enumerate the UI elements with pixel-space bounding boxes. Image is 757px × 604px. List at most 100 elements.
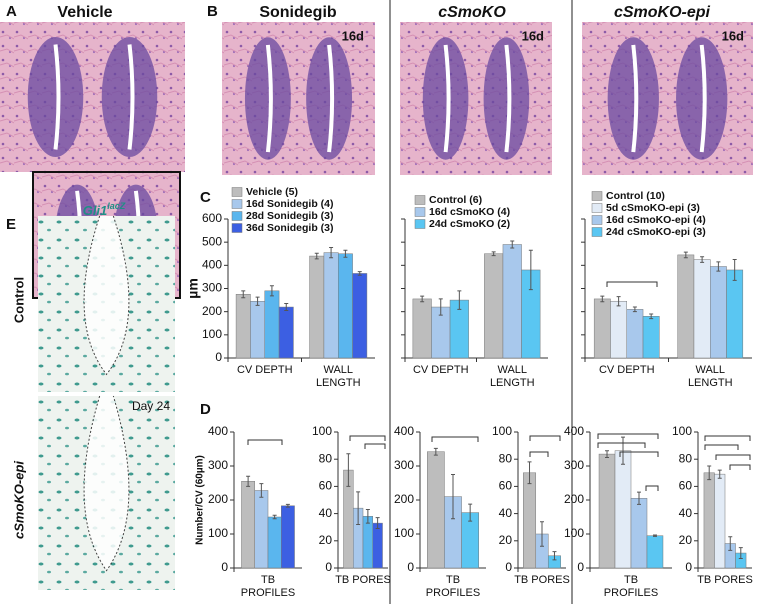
crypt	[483, 37, 530, 160]
stain-name: Gli1	[83, 203, 108, 218]
lumen	[631, 44, 639, 153]
bar	[278, 306, 294, 359]
y-tick-label: 100	[564, 526, 584, 540]
row-label: Control	[11, 277, 26, 323]
crypt	[422, 37, 469, 160]
bar	[254, 490, 269, 569]
bar	[614, 450, 632, 569]
x-tick-label: WALL LENGTH	[687, 364, 733, 389]
bar	[642, 316, 660, 359]
day-label: Day 24	[132, 399, 170, 413]
bar	[646, 535, 664, 569]
bar	[412, 298, 432, 359]
y-tick-label: 100	[208, 526, 228, 540]
lumen	[443, 44, 451, 153]
y-tick-label: 400	[208, 424, 228, 438]
y-tick-label: 60	[319, 479, 333, 493]
crypt	[27, 37, 84, 157]
bar	[710, 266, 727, 359]
crypt	[676, 37, 728, 160]
panel-letter: D	[200, 401, 211, 418]
crypt	[306, 37, 353, 160]
error-bar	[314, 252, 319, 260]
bar	[235, 294, 251, 359]
legend-swatch	[591, 215, 603, 225]
y-tick-label: 400	[202, 258, 222, 272]
legend-swatch	[231, 187, 243, 197]
y-tick-label: 0	[577, 560, 584, 574]
error-bar	[451, 474, 455, 520]
error-bar	[732, 259, 737, 281]
micrograph	[400, 22, 552, 175]
y-tick-label: 500	[202, 234, 222, 248]
bar	[523, 472, 537, 569]
significance-bracket	[247, 439, 283, 445]
crypt-outline	[83, 215, 130, 376]
y-tick-label: 400	[394, 424, 414, 438]
error-bar	[540, 521, 544, 547]
error-bar	[716, 261, 721, 272]
lumen	[504, 44, 512, 153]
y-tick-label: 100	[672, 424, 692, 438]
legend-swatch	[414, 207, 426, 217]
y-tick-label: 60	[499, 479, 513, 493]
error-bar	[636, 491, 641, 505]
error-bar	[468, 503, 473, 522]
error-bar	[343, 249, 348, 258]
y-tick-label: 200	[202, 304, 222, 318]
y-tick-label: 400	[564, 424, 584, 438]
bar	[703, 472, 715, 569]
crypt-outline	[83, 395, 130, 572]
significance-bracket	[529, 451, 549, 457]
error-bar	[365, 509, 370, 524]
bar	[598, 453, 616, 569]
y-tick-label: 600	[202, 211, 222, 225]
legend-swatch	[231, 223, 243, 233]
day-label: 16d	[722, 28, 744, 43]
y-tick-label: 0	[221, 560, 228, 574]
error-bar	[285, 503, 290, 508]
lumen	[699, 44, 707, 153]
panel-letter: C	[200, 189, 211, 206]
day-label: 16d	[342, 28, 364, 43]
significance-bracket	[645, 485, 659, 491]
legend-swatch	[414, 195, 426, 205]
legend-label: 24d cSmoKO (2)	[429, 218, 510, 230]
error-bar	[707, 465, 712, 481]
x-tick-label: TB PORES	[697, 574, 753, 586]
y-tick-label: 20	[319, 533, 333, 547]
bar	[250, 300, 265, 359]
error-bar	[728, 536, 733, 551]
panel-title: cSmoKO	[438, 4, 506, 21]
y-tick-label: 20	[679, 533, 693, 547]
lumen	[127, 44, 135, 150]
error-bar	[527, 461, 532, 485]
error-bar	[457, 290, 462, 310]
error-bar	[284, 303, 289, 312]
x-tick-label: WALL LENGTH	[315, 364, 361, 389]
error-bar	[621, 436, 626, 465]
bar	[593, 298, 611, 359]
significance-bracket	[431, 436, 479, 442]
bar	[626, 309, 644, 359]
x-tick-label: CV DEPTH	[236, 364, 293, 376]
significance-bracket	[349, 435, 386, 441]
stain-title: Gli1lacZ	[83, 201, 126, 218]
x-tick-label: TB PROFILES	[240, 574, 296, 599]
bar	[677, 254, 695, 359]
bar	[267, 516, 282, 569]
bar	[630, 498, 648, 569]
legend-label: Vehicle (5)	[246, 186, 298, 198]
bar	[309, 255, 325, 359]
legend-label: 16d cSmoKO (4)	[429, 206, 510, 218]
error-bar	[438, 298, 443, 316]
bar	[352, 273, 368, 359]
significance-bracket	[619, 451, 659, 457]
error-bar	[552, 551, 557, 561]
significance-bracket	[715, 454, 751, 460]
error-bar	[420, 295, 425, 303]
error-bar	[632, 306, 637, 313]
legend-label: Control (6)	[429, 194, 482, 206]
panel-title: Vehicle	[57, 4, 112, 21]
